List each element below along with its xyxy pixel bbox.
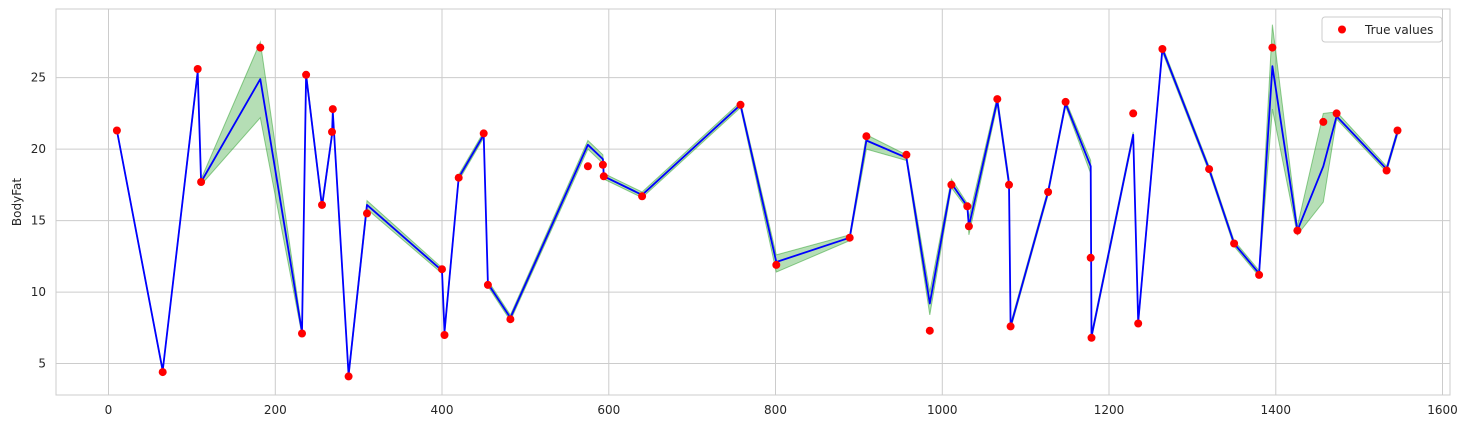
true-value-point [1134, 319, 1143, 328]
true-value-point [318, 200, 326, 209]
x-tick-label: 600 [597, 403, 620, 417]
true-value-point [328, 105, 337, 114]
x-axis-ticks: 0 200 400 600 800 1000 1200 1400 1600 [105, 403, 1458, 417]
true-value-point [1393, 126, 1402, 135]
x-tick-label: 1000 [927, 403, 958, 417]
true-value-point [925, 326, 934, 335]
y-axis-label: BodyFat [10, 178, 24, 226]
true-value-point [483, 280, 492, 289]
plot-area [56, 9, 1450, 395]
true-value-point [1158, 45, 1167, 53]
true-value-point [772, 260, 781, 269]
legend-box [1321, 16, 1443, 43]
true-value-point [302, 70, 311, 79]
y-tick-label: 15 [31, 214, 46, 228]
x-tick-label: 400 [431, 403, 454, 417]
true-value-point [736, 100, 745, 109]
true-value-point [1005, 180, 1013, 189]
true-value-point [598, 160, 607, 169]
true-value-point [638, 192, 647, 201]
true-value-point [902, 150, 911, 159]
true-value-point [298, 329, 306, 338]
true-value-point [1205, 165, 1214, 174]
true-value-point [1268, 43, 1277, 52]
true-value-point [1332, 109, 1341, 118]
true-value-point [328, 127, 336, 136]
y-axis-ticks: 5 10 15 20 25 [31, 71, 46, 371]
plot-frame [55, 8, 1451, 396]
true-values-points [112, 43, 1402, 381]
true-value-point [862, 132, 871, 141]
y-tick-label: 5 [38, 357, 46, 371]
true-value-point [1255, 270, 1264, 279]
true-value-point [1129, 109, 1138, 118]
true-value-point [993, 95, 1002, 104]
true-value-point [1086, 253, 1095, 262]
x-tick-label: 1400 [1261, 403, 1292, 417]
true-value-point [344, 372, 353, 381]
grid [56, 9, 1450, 395]
y-tick-label: 20 [31, 142, 46, 156]
true-value-point [964, 222, 973, 231]
legend: True values [1321, 16, 1443, 43]
true-value-point [583, 162, 592, 171]
true-value-point [506, 315, 515, 324]
true-value-point [947, 180, 956, 189]
y-tick-label: 25 [31, 71, 46, 85]
x-tick-label: 200 [264, 403, 287, 417]
true-value-point [158, 368, 167, 377]
true-value-point [363, 209, 371, 218]
x-tick-label: 0 [105, 403, 113, 417]
true-value-point [1293, 226, 1302, 235]
true-value-point [1006, 322, 1015, 331]
x-tick-label: 1600 [1427, 403, 1458, 417]
true-value-point [599, 172, 608, 181]
true-value-point [845, 233, 854, 242]
true-value-point [256, 43, 265, 52]
true-value-point [1230, 239, 1239, 248]
true-value-point [479, 129, 488, 138]
true-value-point [1087, 333, 1096, 342]
x-tick-label: 1200 [1094, 403, 1125, 417]
true-value-point [963, 202, 972, 211]
true-value-point [438, 265, 446, 274]
true-value-point [1061, 97, 1070, 106]
true-value-point [112, 126, 121, 135]
true-value-point [1382, 166, 1391, 175]
true-value-point [454, 173, 463, 182]
true-value-point [1319, 117, 1328, 126]
true-value-point [193, 65, 202, 73]
y-tick-label: 10 [31, 285, 46, 299]
x-tick-label: 800 [764, 403, 787, 417]
true-value-point [1044, 188, 1053, 196]
legend-label-true-values: True values [1364, 23, 1433, 37]
true-value-point [440, 331, 449, 339]
legend-marker-true-values [1338, 25, 1346, 34]
true-value-point [197, 178, 206, 186]
